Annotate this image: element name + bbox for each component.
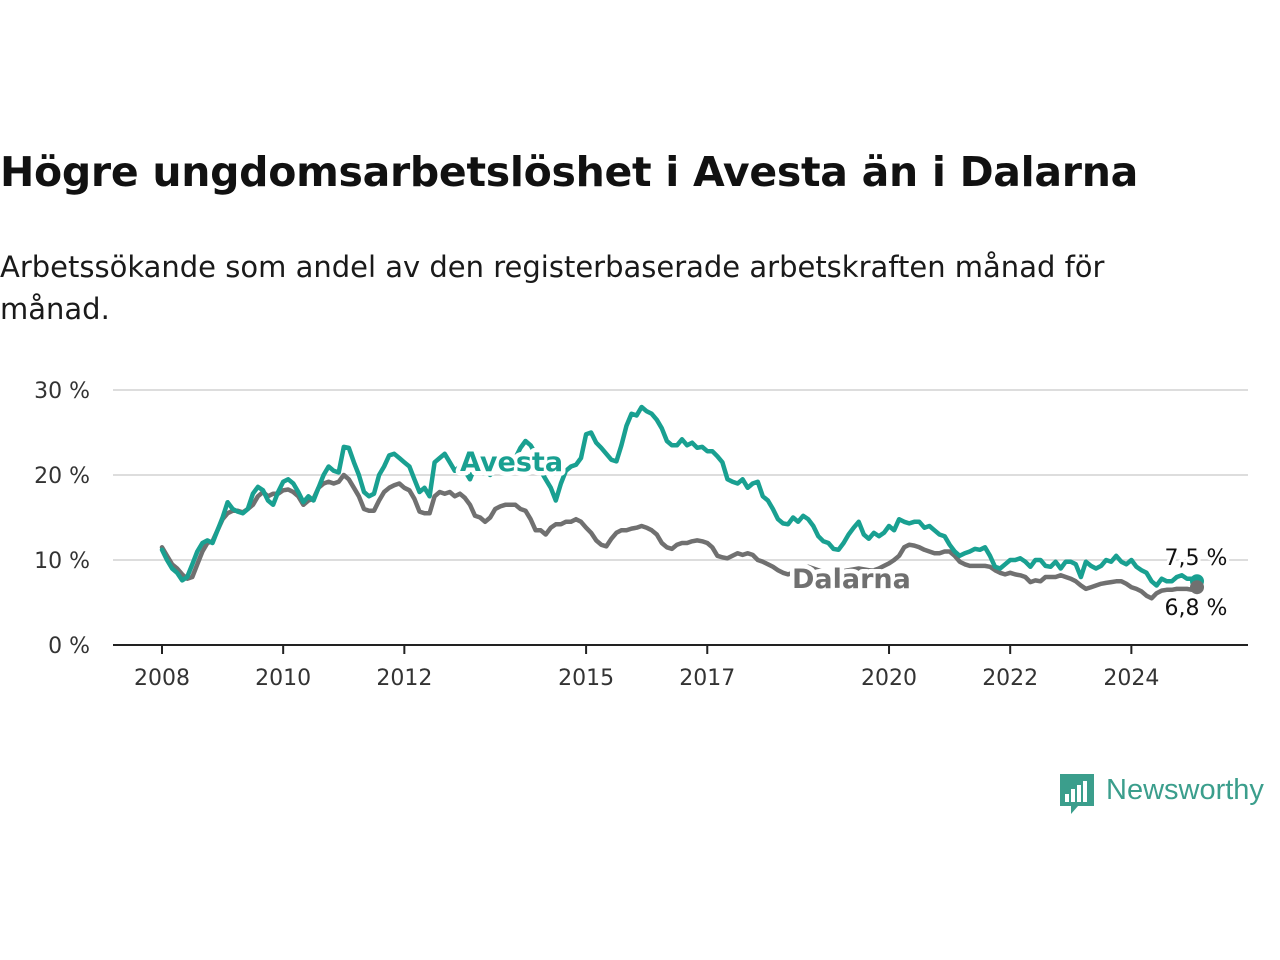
x-tick-label: 2024 [1103,666,1159,691]
x-tick-label: 2008 [134,666,190,691]
x-tick-label: 2020 [861,666,917,691]
y-tick-label: 10 % [34,549,90,574]
series-name-label-avesta: Avesta [460,447,563,478]
end-value-label-avesta: 7,5 % [1165,546,1228,571]
newsworthy-logo-icon [1060,774,1094,814]
series-name-halo-avesta: Avesta [460,447,563,478]
end-value-label-dalarna: 6,8 % [1165,596,1228,621]
series-line-avesta [159,404,1200,588]
series-name-halo-dalarna: Dalarna [792,564,911,595]
end-point-dalarna [1190,580,1204,595]
x-tick-label: 2022 [982,666,1038,691]
end-value-halo-dalarna: 6,8 % [1165,596,1228,621]
series-name-label-dalarna: Dalarna [792,564,911,595]
series-line-dalarna [159,472,1200,601]
x-tick-label: 2010 [255,666,311,691]
newsworthy-logo-text: Newsworthy [1106,774,1264,806]
x-tick-label: 2012 [376,666,432,691]
y-tick-label: 30 % [34,379,90,404]
y-tick-label: 20 % [34,464,90,489]
x-tick-label: 2015 [558,666,614,691]
line-chart: 0 % 10 % 20 % 30 % 2008 2010 2012 2015 2017 2020 2… [34,379,1248,691]
chart-title: Högre ungdomsarbetslöshet i Avesta än i … [0,148,1138,196]
newsworthy-logo: Newsworthy [1058,772,1280,818]
x-tick-label: 2017 [679,666,735,691]
y-tick-label: 0 % [48,634,90,659]
chart-subtitle: Arbetssökande som andel av den registerb… [0,250,1105,326]
end-value-halo-avesta: 7,5 % [1165,546,1228,571]
